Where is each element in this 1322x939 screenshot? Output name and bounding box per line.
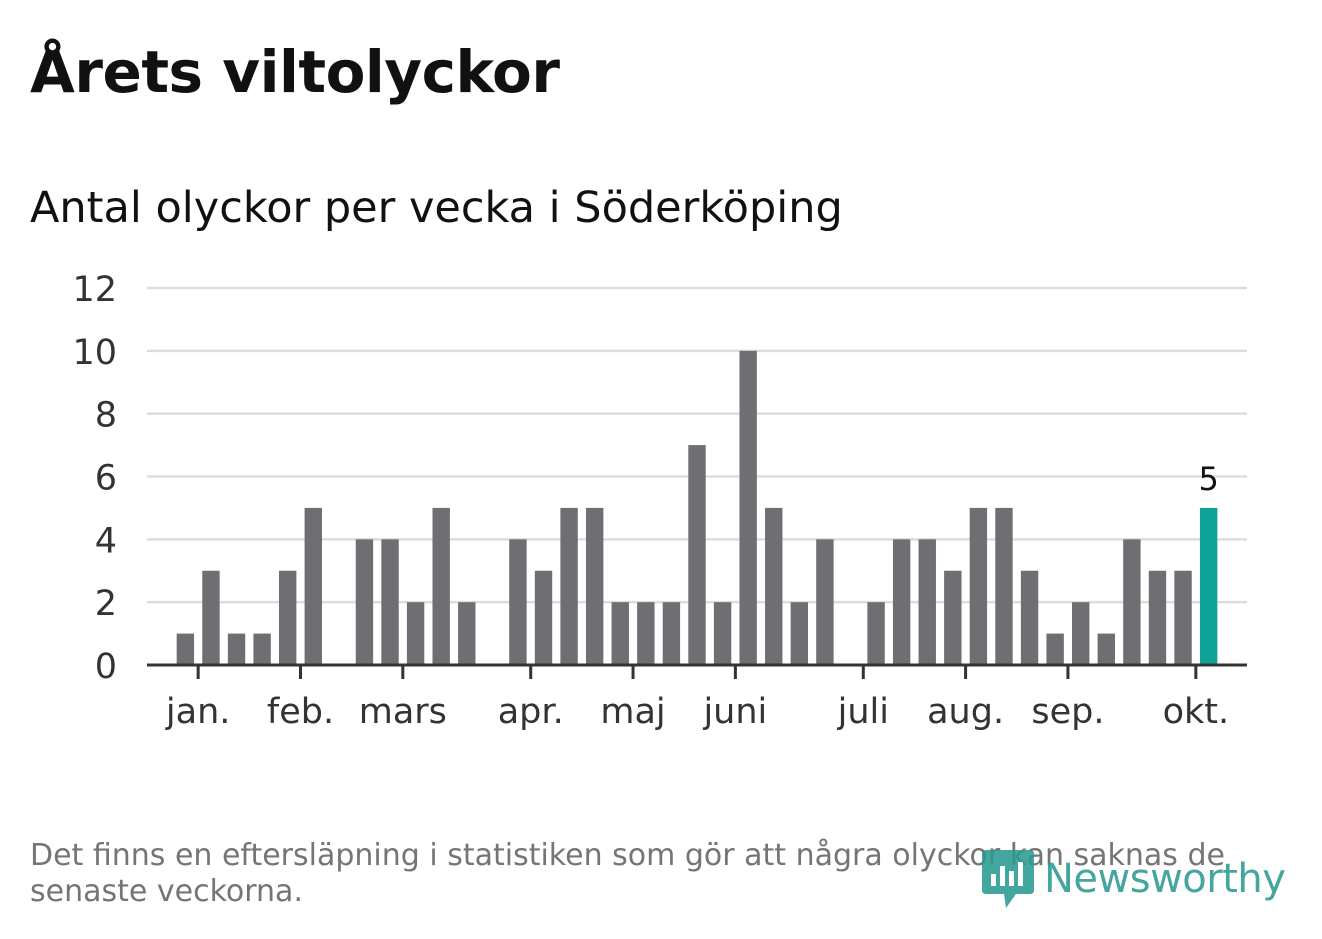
x-tick-label: apr. [498,692,564,732]
bar-chart: 0 2 4 6 8 10 12 5 jan. feb. mars apr. maj juni juli aug… [72,270,1247,732]
bar [1020,570,1039,665]
x-tick-label: feb. [267,692,334,732]
newsworthy-logo-icon [982,850,1034,908]
bar [969,507,988,665]
bar [458,602,476,665]
y-tick-label: 2 [95,584,117,624]
bar [432,507,450,665]
bar [790,602,809,665]
newsworthy-logo: Newsworthy [980,846,1286,912]
bar [765,507,783,665]
brand-name: Newsworthy [1044,856,1286,902]
bar [995,507,1013,665]
y-tick-label: 6 [95,459,117,499]
x-tick-label: sep. [1031,692,1104,732]
x-tick-label: juni [702,692,767,732]
bar [611,602,629,665]
bar [202,570,220,665]
x-tick-label: okt. [1163,692,1230,732]
bar [560,507,578,665]
bar [227,633,246,665]
bar [662,602,681,665]
y-tick-label: 8 [95,396,117,436]
bar [1174,570,1192,665]
bar [867,602,885,665]
x-tick-label: mars [359,692,447,732]
x-tick-label: maj [600,692,665,732]
bar [355,539,374,665]
bar [1097,633,1115,665]
y-tick-label: 12 [72,270,117,310]
bar [253,633,271,665]
bar [944,570,962,665]
bar [534,570,553,665]
bar [176,633,195,665]
bar [918,539,936,665]
y-tick-label: 0 [95,647,117,687]
bar [381,539,399,665]
bar [739,350,757,665]
highlight-data-label: 5 [1198,460,1218,498]
bar [1072,602,1090,665]
bar [637,602,655,665]
bar [1046,633,1064,665]
chart-title: Årets viltolyckor [30,38,560,106]
x-tick-label: juli [837,692,889,732]
highlight-bar [1199,507,1218,665]
bar [892,539,911,665]
bar [304,507,322,665]
chart-subtitle: Antal olyckor per vecka i Söderköping [30,183,843,233]
y-tick-label: 10 [72,333,117,373]
x-tick-label: aug. [927,692,1004,732]
bar [509,539,527,665]
bar [688,445,706,665]
y-tick-label: 4 [95,521,117,561]
bar [713,602,732,665]
bar [816,539,834,665]
bar [1123,539,1141,665]
x-tick-label: jan. [165,692,230,732]
bar [406,602,425,665]
bar [585,507,604,665]
bar [279,570,297,665]
bar [1148,570,1167,665]
